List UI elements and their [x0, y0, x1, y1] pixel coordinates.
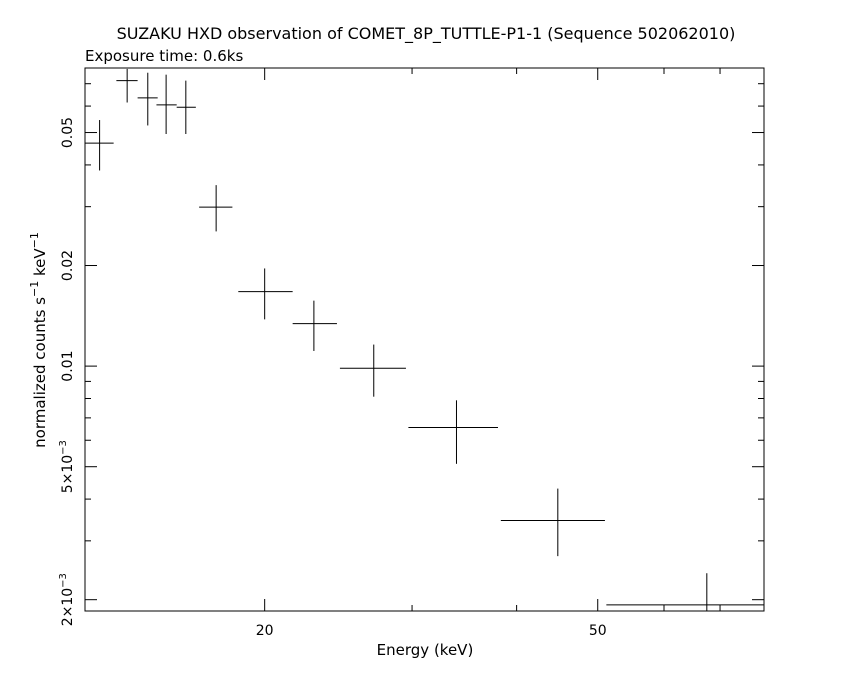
data-point — [500, 488, 605, 557]
y-tick-label-main: 0.02 — [60, 250, 76, 281]
y-tick-label-main: 2×10 — [60, 588, 76, 626]
data-point — [176, 80, 196, 134]
y-tick-label: 2×10−3 — [58, 573, 76, 626]
x-axis-label: Energy (keV) — [377, 641, 474, 659]
y-axis-label-exp2: −1 — [28, 232, 41, 248]
data-points — [85, 68, 764, 611]
y-tick-label-exp: −3 — [58, 440, 69, 455]
data-point — [156, 74, 177, 134]
x-tick-label: 20 — [256, 623, 274, 639]
data-point — [408, 400, 498, 464]
y-tick-label: 0.05 — [60, 117, 76, 148]
y-axis-label: normalized counts s−1 keV−1 — [28, 232, 49, 448]
data-point — [116, 68, 138, 103]
y-axis-label-main: normalized counts s — [31, 297, 49, 448]
y-tick-label: 0.01 — [60, 351, 76, 382]
chart-subtitle: Exposure time: 0.6ks — [85, 47, 243, 65]
data-point — [238, 268, 293, 320]
data-point — [339, 344, 406, 397]
chart-title: SUZAKU HXD observation of COMET_8P_TUTTL… — [117, 24, 736, 44]
y-tick-label-main: 0.01 — [60, 351, 76, 382]
x-axis-ticks: 20 50 — [256, 68, 721, 639]
data-point — [292, 300, 337, 351]
data-point — [85, 120, 114, 171]
y-tick-label-exp: −3 — [58, 573, 69, 588]
y-axis-label-exp1: −1 — [28, 281, 41, 297]
y-tick-label-main: 5×10 — [60, 455, 76, 493]
y-tick-label-main: 0.05 — [60, 117, 76, 148]
y-tick-label: 0.02 — [60, 250, 76, 281]
plot-frame — [84, 67, 765, 612]
y-tick-label: 5×10−3 — [58, 440, 76, 493]
x-tick-label: 50 — [589, 623, 607, 639]
data-point — [606, 573, 764, 611]
data-point — [137, 72, 158, 126]
data-point — [199, 185, 233, 232]
y-axis-label-mid: keV — [31, 248, 49, 281]
y-axis-ticks: 2×10−35×10−30.010.020.05 — [58, 83, 764, 626]
